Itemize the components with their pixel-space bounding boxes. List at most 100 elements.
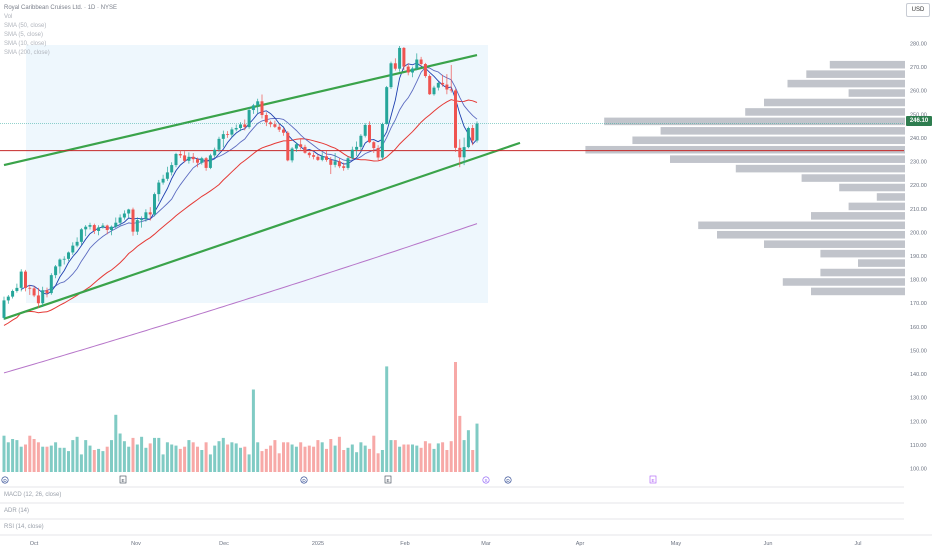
- volume-bar: [45, 446, 49, 472]
- candle-body: [320, 156, 324, 160]
- candle-body: [316, 156, 320, 160]
- candle-body: [11, 290, 15, 297]
- candle-body: [41, 290, 45, 304]
- time-tick-label: 2025: [312, 541, 324, 547]
- candle-body: [24, 271, 27, 288]
- volume-bar: [380, 450, 384, 472]
- candle-body: [135, 220, 139, 232]
- candle-body: [28, 287, 32, 289]
- volume-bar: [359, 442, 363, 472]
- event-marker-letter: S: [484, 478, 487, 483]
- volume-bar: [84, 440, 88, 472]
- time-tick-label: Oct: [30, 541, 39, 547]
- candle-body: [256, 101, 260, 106]
- volume-bar: [363, 445, 367, 472]
- volume-bar: [41, 446, 45, 472]
- ticker-title: Royal Caribbean Cruises Ltd. · 1D · NYSE: [4, 5, 118, 11]
- candle-body: [114, 222, 118, 227]
- volume-profile-bar: [787, 79, 905, 88]
- volume-bar: [62, 447, 66, 472]
- volume-bar: [118, 433, 122, 472]
- candle-body: [329, 159, 333, 165]
- split-marker: [482, 476, 490, 484]
- candle-body: [307, 152, 311, 156]
- candle-body: [449, 89, 453, 91]
- price-tick-label: 270.00: [910, 65, 927, 71]
- volume-bar: [88, 445, 92, 472]
- candle-body: [385, 87, 389, 124]
- price-tick-label: 140.00: [910, 372, 927, 378]
- volume-profile-bar: [858, 259, 905, 267]
- price-tick-label: 160.00: [910, 325, 927, 331]
- adr-pane-label[interactable]: ADR (14): [4, 508, 30, 514]
- candle-body: [15, 287, 19, 291]
- volume-profile-bar: [604, 117, 905, 126]
- candle-body: [32, 288, 36, 296]
- volume-profile-bar: [848, 89, 905, 97]
- volume-bar: [273, 440, 277, 472]
- candle-body: [355, 146, 359, 150]
- volume-bar: [28, 435, 32, 472]
- volume-profile-bar: [782, 278, 905, 286]
- price-tick-label: 180.00: [910, 278, 927, 284]
- candle-body: [153, 194, 156, 215]
- price-tick-label: 120.00: [910, 419, 927, 425]
- volume-bar: [411, 444, 414, 472]
- last-price-tag: 246.10: [906, 116, 932, 126]
- candle-body: [380, 123, 384, 158]
- volume-bar: [75, 436, 79, 472]
- candle-body: [411, 68, 414, 73]
- event-marker-letter: E: [386, 478, 389, 483]
- volume-bar: [454, 362, 457, 472]
- candle-body: [389, 63, 393, 88]
- macd-pane-label[interactable]: MACD (12, 26, close): [4, 492, 62, 498]
- candle-body: [312, 155, 316, 157]
- price-tick-label: 170.00: [910, 301, 927, 307]
- candle-body: [436, 82, 440, 88]
- candle-body: [333, 161, 337, 165]
- volume-bar: [140, 436, 144, 472]
- volume-bar: [71, 440, 75, 472]
- candle-body: [92, 225, 96, 231]
- volume-bar: [264, 448, 268, 472]
- time-tick-label: Dec: [219, 541, 229, 547]
- volume-bar: [355, 452, 359, 472]
- volume-bar: [299, 442, 303, 472]
- candle-body: [350, 149, 354, 159]
- volume-bar: [208, 454, 212, 472]
- volume-bar: [32, 439, 36, 472]
- event-marker-letter: D: [302, 478, 306, 483]
- volume-bar: [290, 444, 294, 472]
- candle-body: [359, 135, 363, 147]
- volume-bar: [153, 437, 156, 472]
- time-tick-label: Mar: [481, 541, 491, 547]
- volume-bar: [471, 450, 475, 472]
- candle-body: [122, 213, 126, 218]
- legend-sma-5: SMA (5, close): [4, 32, 44, 38]
- candle-body: [393, 63, 397, 69]
- candle-body: [337, 161, 341, 167]
- volume-bar: [105, 446, 109, 472]
- dividend-marker: [504, 476, 512, 484]
- candle-body: [445, 84, 449, 90]
- currency-button[interactable]: USD: [906, 3, 930, 17]
- volume-profile-bar: [632, 136, 905, 145]
- candle-body: [230, 129, 234, 135]
- candle-body: [19, 271, 23, 288]
- volume-bar: [333, 445, 337, 472]
- time-tick-label: May: [671, 541, 682, 547]
- volume-bar: [161, 454, 165, 472]
- volume-bar: [294, 446, 298, 472]
- volume-bar: [337, 436, 341, 472]
- volume-bar: [462, 440, 466, 472]
- candle-body: [368, 124, 371, 143]
- rsi-pane-label[interactable]: RSI (14, close): [4, 524, 44, 530]
- candle-body: [148, 212, 152, 215]
- volume-bar: [110, 440, 113, 472]
- time-tick-label: Jun: [764, 541, 773, 547]
- price-tick-label: 130.00: [910, 396, 927, 402]
- volume-bar: [6, 442, 10, 472]
- candle-body: [157, 182, 161, 195]
